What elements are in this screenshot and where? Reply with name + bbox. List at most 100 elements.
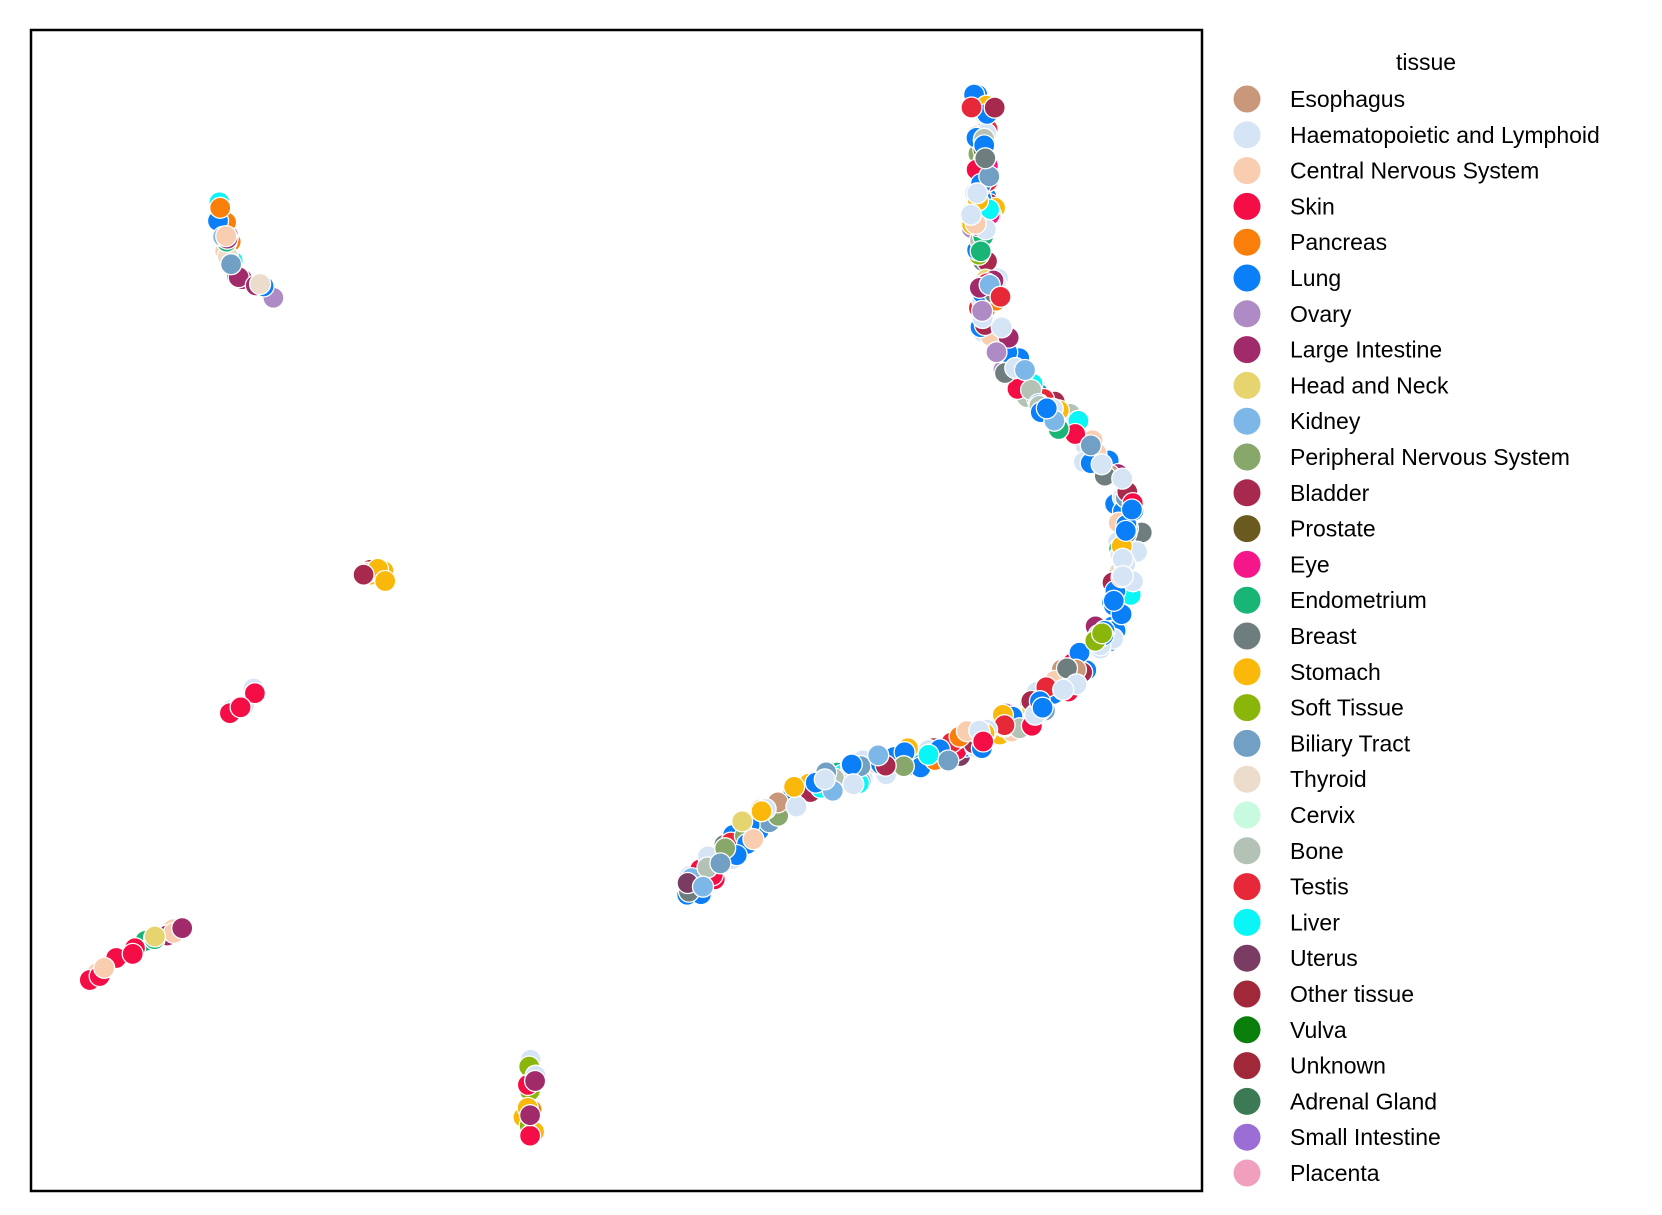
scatter-point — [691, 875, 715, 898]
legend-item: Esophagus — [1233, 85, 1405, 113]
scatter-point — [523, 1069, 547, 1093]
legend-item: Central Nervous System — [1233, 157, 1539, 185]
legend-marker — [1233, 1052, 1261, 1080]
legend-marker — [1233, 873, 1261, 901]
legend-item: Lung — [1233, 264, 1341, 292]
legend-label: Uterus — [1290, 945, 1358, 971]
legend-marker — [1233, 550, 1261, 578]
legend-item: Prostate — [1233, 515, 1376, 543]
legend-item: Bone — [1233, 837, 1344, 865]
scatter-point — [1090, 453, 1113, 476]
scatter-point — [937, 749, 960, 772]
legend-item: Thyroid — [1233, 765, 1367, 793]
legend-marker — [1233, 264, 1261, 292]
scatter-points — [78, 83, 1153, 1147]
scatter-point — [1013, 358, 1037, 382]
legend-marker — [1233, 729, 1261, 757]
legend-marker — [1233, 479, 1261, 507]
scatter-point — [1102, 589, 1125, 612]
plot-frame — [29, 28, 1204, 1193]
legend-marker — [1233, 980, 1261, 1008]
legend-label: Eye — [1290, 551, 1330, 577]
legend-marker — [1233, 157, 1261, 185]
legend-item: Other tissue — [1233, 980, 1414, 1008]
legend-label: Liver — [1290, 909, 1340, 935]
scatter-point — [171, 916, 194, 940]
scatter-point — [1111, 565, 1134, 588]
scatter-point — [813, 768, 836, 791]
legend-item: Eye — [1233, 550, 1330, 578]
legend-item: Vulva — [1233, 1016, 1347, 1044]
legend-marker — [1233, 443, 1261, 471]
legend-label: Breast — [1290, 623, 1357, 649]
legend-label: Head and Neck — [1290, 372, 1449, 398]
legend-label: Prostate — [1290, 516, 1376, 542]
scatter-point — [960, 96, 983, 119]
legend-marker — [1233, 694, 1261, 722]
legend-label: Bladder — [1290, 480, 1370, 506]
legend-marker — [1233, 586, 1261, 614]
scatter-point — [374, 569, 397, 593]
scatter-point — [143, 925, 167, 948]
legend-label: Bone — [1290, 838, 1344, 864]
scatter-point — [1120, 498, 1144, 521]
scatter-point — [1079, 434, 1102, 457]
legend-label: Lung — [1290, 265, 1341, 291]
legend: Esophagus Haematopoietic and Lymphoid Cent… — [1233, 85, 1600, 1187]
scatter-point — [782, 775, 806, 799]
scatter-point — [969, 240, 992, 263]
legend-item: Endometrium — [1233, 586, 1427, 614]
legend-item: Ovary — [1233, 300, 1352, 328]
legend-item: Biliary Tract — [1233, 729, 1411, 757]
legend-label: Peripheral Nervous System — [1290, 444, 1570, 470]
scatter-point — [209, 196, 232, 219]
legend-label: Soft Tissue — [1290, 695, 1404, 721]
scatter-point — [248, 272, 272, 296]
legend-marker — [1233, 1016, 1261, 1044]
scatter-point — [985, 341, 1008, 364]
legend-marker — [1233, 765, 1261, 793]
legend-marker — [1233, 407, 1261, 435]
scatter-point — [840, 753, 863, 776]
legend-label: Central Nervous System — [1290, 158, 1539, 184]
scatter-point — [966, 182, 989, 205]
scatter-point — [731, 810, 754, 833]
legend-item: Skin — [1233, 192, 1335, 220]
scatter-point — [1111, 467, 1134, 490]
scatter-point — [215, 224, 238, 248]
legend-marker — [1233, 944, 1261, 972]
scatter-point — [243, 682, 267, 705]
legend-marker — [1233, 121, 1261, 149]
scatter-point — [867, 744, 890, 767]
legend-label: Vulva — [1290, 1017, 1347, 1043]
scatter-point — [1031, 696, 1054, 719]
legend-marker — [1233, 837, 1261, 865]
legend-label: Cervix — [1290, 802, 1356, 828]
legend-marker — [1233, 908, 1261, 936]
legend-label: Small Intestine — [1290, 1124, 1441, 1150]
scatter-point — [219, 253, 243, 276]
scatter-point — [972, 730, 995, 753]
legend-marker — [1233, 515, 1261, 543]
scatter-point — [709, 852, 732, 875]
scatter-point — [352, 563, 375, 586]
scatter-point — [229, 696, 252, 719]
legend-label: Pancreas — [1290, 229, 1387, 255]
legend-label: Stomach — [1290, 659, 1381, 685]
scatter-point — [742, 827, 765, 851]
scatter-point — [1114, 519, 1137, 543]
legend-item: Placenta — [1233, 1159, 1380, 1187]
legend-item: Peripheral Nervous System — [1233, 443, 1570, 471]
scatter-point — [959, 203, 983, 226]
legend-item: Haematopoietic and Lymphoid — [1233, 121, 1600, 149]
scatter-point — [785, 795, 808, 818]
legend-item: Pancreas — [1233, 228, 1387, 256]
scatter-point — [518, 1124, 542, 1147]
scatter-point — [93, 956, 116, 980]
legend-marker — [1233, 1159, 1261, 1187]
legend-item: Adrenal Gland — [1233, 1087, 1437, 1115]
legend-label: Haematopoietic and Lymphoid — [1290, 122, 1600, 148]
scatter-point — [983, 96, 1006, 119]
legend-item: Uterus — [1233, 944, 1358, 972]
